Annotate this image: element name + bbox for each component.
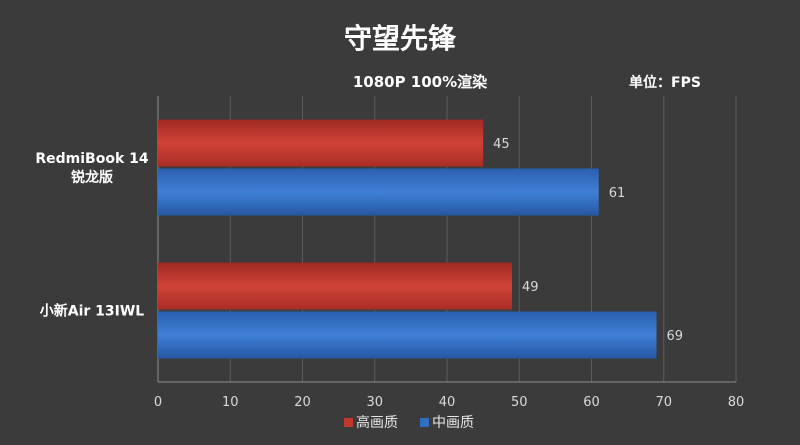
x-tick-label: 70 (655, 395, 672, 410)
chart-subtitle: 1080P 100%渲染 (353, 73, 488, 91)
x-tick-label: 80 (728, 395, 745, 410)
x-tick-label: 60 (583, 395, 600, 410)
x-tick-label: 30 (366, 395, 383, 410)
x-tick-label: 50 (511, 395, 528, 410)
bar (158, 311, 657, 359)
bar (158, 168, 599, 216)
category-label: RedmiBook 14 (35, 151, 149, 167)
data-label: 61 (609, 186, 626, 201)
category-label: 锐龙版 (71, 169, 113, 186)
legend-swatch (420, 418, 429, 427)
x-tick-label: 10 (222, 395, 239, 410)
category-label: 小新Air 13IWL (40, 303, 145, 320)
bar (158, 119, 484, 167)
unit-label: 单位：FPS (629, 74, 701, 91)
data-label: 69 (667, 329, 684, 344)
legend-swatch (344, 418, 353, 427)
legend-label: 中画质 (432, 415, 474, 431)
x-tick-label: 0 (154, 395, 162, 410)
labels: 0 10 20 30 40 50 60 70 80 45 61 RedmiBook 14 锐龙版 49 69… (35, 137, 744, 431)
chart-title: 守望先锋 (344, 22, 457, 55)
data-label: 49 (522, 280, 539, 295)
bar (158, 262, 513, 310)
x-tick-label: 40 (439, 395, 456, 410)
legend-label: 高画质 (356, 414, 398, 431)
x-tick-label: 20 (294, 395, 311, 410)
bars (158, 119, 657, 359)
data-label: 45 (493, 137, 510, 152)
